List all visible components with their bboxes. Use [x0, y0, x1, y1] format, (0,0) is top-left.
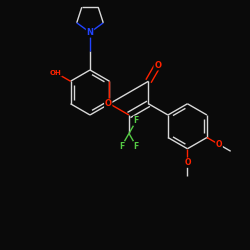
Text: F: F	[134, 116, 139, 125]
Text: O: O	[184, 158, 191, 167]
Text: O: O	[154, 61, 161, 70]
Text: O: O	[105, 99, 112, 108]
Text: F: F	[119, 142, 124, 150]
Text: F: F	[134, 142, 139, 150]
Text: O: O	[216, 140, 222, 149]
Text: N: N	[86, 28, 94, 37]
Text: OH: OH	[50, 70, 62, 76]
